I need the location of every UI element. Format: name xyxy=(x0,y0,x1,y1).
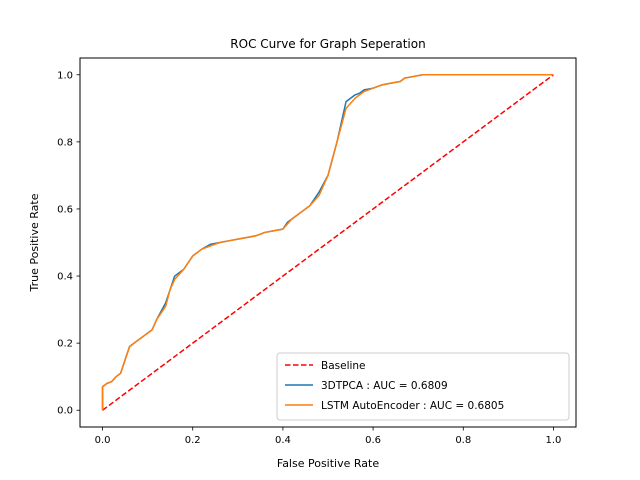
y-tick-label: 0.2 xyxy=(57,339,73,350)
series-line-3 xyxy=(101,74,554,411)
legend-label-1: Baseline xyxy=(321,360,366,372)
y-tick-label: 0.8 xyxy=(57,137,73,148)
plot-area xyxy=(79,57,577,428)
x-tick-label: 0.8 xyxy=(455,435,471,446)
chart-title: ROC Curve for Graph Seperation xyxy=(230,37,425,51)
legend-label-2: 3DTPCA : AUC = 0.6809 xyxy=(321,380,448,392)
legend-box xyxy=(276,352,570,421)
axis-ticks: 0.0 0.2 0.4 0.6 0.8 1.0 0.0 0.2 0.4 0.6 0.8 1.0 xyxy=(57,70,561,446)
y-tick-label: 1.0 xyxy=(57,70,73,81)
x-axis-label: False Positive Rate xyxy=(277,457,379,470)
y-tick-label: 0.6 xyxy=(57,204,73,215)
series-lines xyxy=(101,74,554,411)
series-line-1 xyxy=(102,74,554,411)
y-tick-label: 0.4 xyxy=(57,272,73,283)
x-tick-label: 0.6 xyxy=(365,435,381,446)
x-tick-label: 1.0 xyxy=(546,435,562,446)
x-tick-label: 0.0 xyxy=(95,435,111,446)
legend: Baseline 3DTPCA : AUC = 0.6809 LSTM AutoEn… xyxy=(276,352,570,421)
y-tick-label: 0.0 xyxy=(57,406,73,417)
legend-label-3: LSTM AutoEncoder : AUC = 0.6805 xyxy=(321,400,504,412)
x-tick-label: 0.4 xyxy=(275,435,291,446)
x-tick-label: 0.2 xyxy=(185,435,201,446)
y-axis-label: True Positive Rate xyxy=(28,193,41,292)
